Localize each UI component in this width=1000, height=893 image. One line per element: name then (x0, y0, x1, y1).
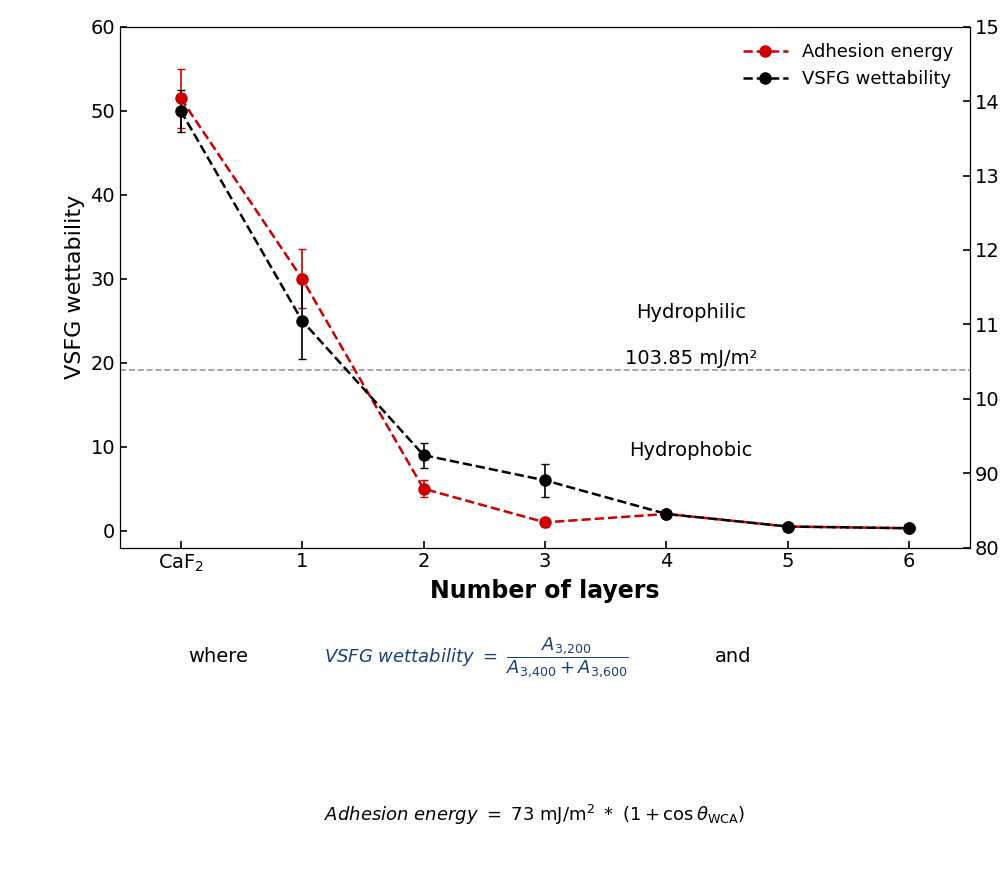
Text: $\mathit{Adhesion\ energy}\ =\ 73\ \mathrm{mJ/m^2}\ *\ (1+\cos\theta_\mathrm{WCA: $\mathit{Adhesion\ energy}\ =\ 73\ \math… (324, 803, 745, 827)
Y-axis label: VSFG wettability: VSFG wettability (65, 195, 85, 380)
Text: 103.85 mJ/m²: 103.85 mJ/m² (625, 349, 757, 368)
Text: $\mathit{VSFG\ wettability}\ =\ \dfrac{A_{3{,}200}}{A_{3{,}400}+A_{3{,}600}}$: $\mathit{VSFG\ wettability}\ =\ \dfrac{A… (324, 635, 629, 679)
Text: where: where (188, 647, 248, 666)
Text: and: and (715, 647, 752, 666)
Text: Hydrophilic: Hydrophilic (636, 303, 746, 321)
Legend: Adhesion energy, VSFG wettability: Adhesion energy, VSFG wettability (736, 36, 961, 96)
X-axis label: Number of layers: Number of layers (430, 580, 660, 604)
Text: Hydrophobic: Hydrophobic (629, 441, 752, 461)
